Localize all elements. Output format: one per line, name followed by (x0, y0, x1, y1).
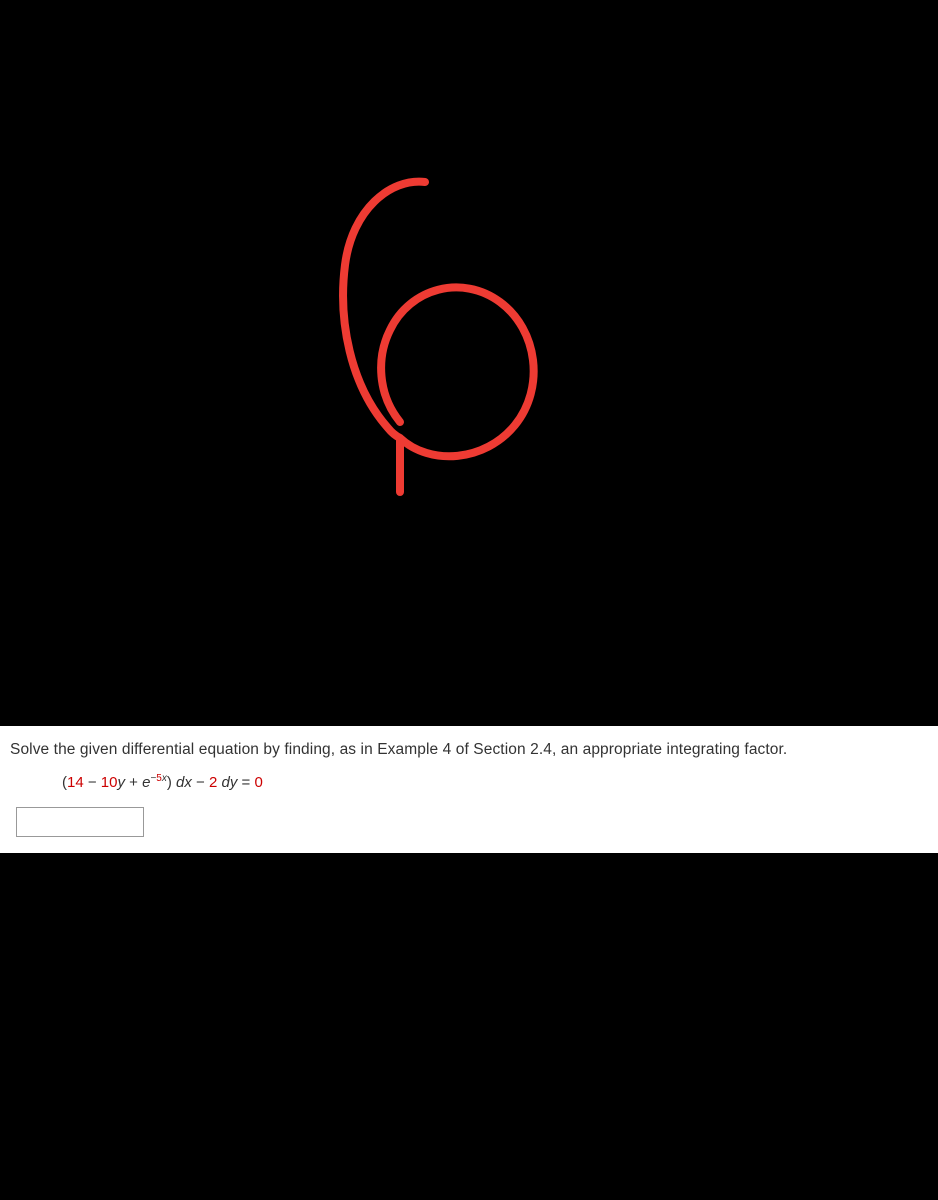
handwritten-six-glyph (310, 170, 570, 510)
equation: (14 − 10y + e−5x) dx − 2 dy = 0 (62, 773, 928, 791)
eq-minus-1: − (84, 774, 101, 791)
annotation-canvas (0, 0, 938, 726)
question-prompt: Solve the given differential equation by… (10, 738, 928, 761)
eq-plus: + (125, 774, 142, 791)
eq-var-dy: dy (221, 774, 237, 791)
eq-equals: = (237, 774, 254, 791)
eq-num-14: 14 (67, 774, 84, 791)
question-block: Solve the given differential equation by… (0, 726, 938, 853)
answer-input[interactable] (16, 807, 144, 837)
eq-var-y: y (117, 774, 125, 791)
eq-minus-2: − (192, 774, 209, 791)
eq-num-10: 10 (101, 774, 118, 791)
eq-var-dx: dx (176, 774, 192, 791)
eq-num-0: 0 (254, 774, 262, 791)
